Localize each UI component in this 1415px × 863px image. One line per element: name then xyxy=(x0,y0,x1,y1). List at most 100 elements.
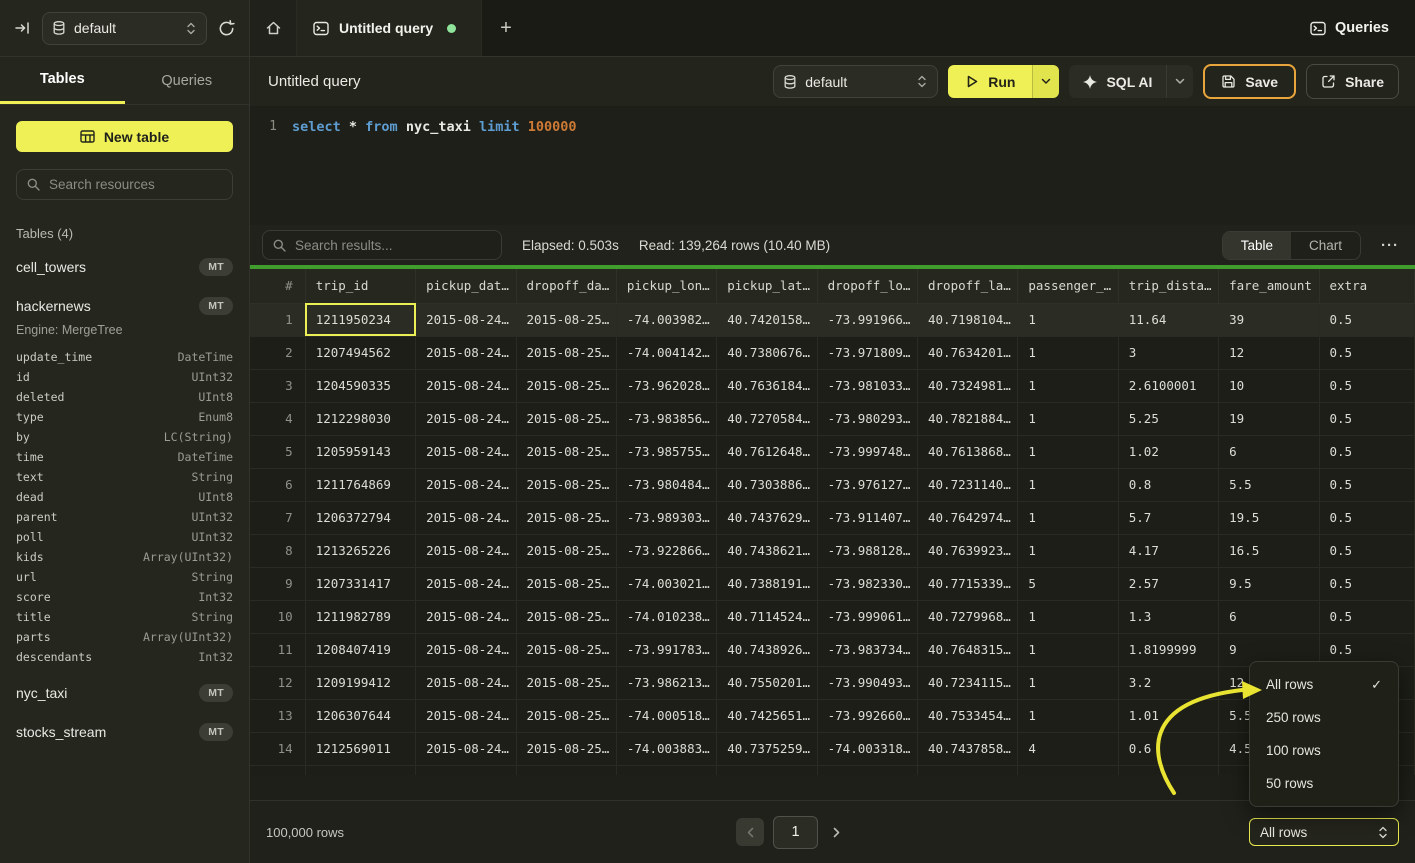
table-cell[interactable]: 5.25 xyxy=(1118,402,1220,436)
table-cell[interactable]: 40.7114524… xyxy=(716,600,818,634)
table-cell[interactable]: -74.003021… xyxy=(616,567,718,601)
table-cell[interactable]: -73.991966… xyxy=(817,303,919,337)
table-cell[interactable]: 1212743240 xyxy=(305,765,417,775)
table-cell[interactable]: 4 xyxy=(1017,732,1119,766)
table-cell[interactable]: -73.983734… xyxy=(817,633,919,667)
table-cell[interactable]: 5.5 xyxy=(1218,468,1320,502)
table-cell[interactable]: 1 xyxy=(1017,600,1119,634)
table-cell[interactable]: 1209199412 xyxy=(305,666,417,700)
table-cell[interactable]: 40.7231140… xyxy=(917,468,1019,502)
table-cell[interactable]: -73.990493… xyxy=(817,666,919,700)
table-cell[interactable]: 0.5 xyxy=(1319,534,1415,568)
table-cell[interactable]: 1207494562 xyxy=(305,336,417,370)
table-cell[interactable]: 40.7683105… xyxy=(716,765,818,775)
table-cell[interactable]: 2015-08-24… xyxy=(415,303,517,337)
table-cell[interactable]: 1 xyxy=(1017,336,1119,370)
table-cell[interactable]: 40.7438926… xyxy=(716,633,818,667)
table-cell[interactable]: 2015-08-25… xyxy=(516,765,617,775)
table-cell[interactable]: 0.5 xyxy=(1319,402,1415,436)
table-cell[interactable]: 40.7715339… xyxy=(917,567,1019,601)
table-cell[interactable]: 1205959143 xyxy=(305,435,417,469)
table-cell[interactable]: 2015-08-25… xyxy=(516,336,617,370)
table-cell[interactable]: 19.5 xyxy=(1218,501,1320,535)
table-cell[interactable]: 40.7821884… xyxy=(917,402,1019,436)
column-header-trip_id[interactable]: trip_id xyxy=(305,269,417,304)
table-cell[interactable]: -73.971809… xyxy=(817,336,919,370)
results-search-input[interactable]: Search results... xyxy=(262,230,502,260)
table-cell[interactable]: 40.7270584… xyxy=(716,402,818,436)
table-cell[interactable]: 2015-08-25… xyxy=(516,501,617,535)
sql-ai-options-button[interactable] xyxy=(1166,65,1193,98)
table-cell[interactable]: 1 xyxy=(1017,402,1119,436)
table-cell[interactable]: 1 xyxy=(1017,303,1119,337)
table-cell[interactable]: 40.7380676… xyxy=(716,336,818,370)
column-header-dropoff_lo[interactable]: dropoff_lo… xyxy=(817,269,919,304)
run-options-button[interactable] xyxy=(1032,65,1060,98)
sql-editor[interactable]: 1 select * from nyc_taxi limit 100000 xyxy=(250,106,1415,225)
column-header-row-number[interactable]: # xyxy=(250,269,306,304)
table-cell[interactable]: -73.922866… xyxy=(616,534,718,568)
more-options-button[interactable]: ··· xyxy=(1381,236,1399,254)
table-cell[interactable]: -73.947036… xyxy=(817,765,919,775)
table-cell[interactable]: -74.003318… xyxy=(817,732,919,766)
page-size-option[interactable]: 100 rows xyxy=(1266,743,1321,758)
save-button[interactable]: Save xyxy=(1203,64,1297,99)
table-cell[interactable]: 0.5 xyxy=(1319,336,1415,370)
table-cell[interactable]: 40.7718086… xyxy=(917,765,1019,775)
view-toggle-chart[interactable]: Chart xyxy=(1308,237,1342,253)
table-cell[interactable]: 3.2 xyxy=(1118,666,1220,700)
table-cell[interactable]: 1204590335 xyxy=(305,369,417,403)
table-cell[interactable]: 2015-08-25… xyxy=(516,534,617,568)
table-cell[interactable]: 2015-08-25… xyxy=(516,369,617,403)
table-cell[interactable]: 4.17 xyxy=(1118,534,1220,568)
table-cell[interactable]: 5.7 xyxy=(1118,501,1220,535)
table-cell[interactable]: 2015-08-25… xyxy=(516,666,617,700)
table-cell[interactable]: 1 xyxy=(1017,468,1119,502)
table-cell[interactable]: 0.5 xyxy=(1319,501,1415,535)
table-cell[interactable]: 2015-08-25… xyxy=(516,435,617,469)
table-cell[interactable]: 1206372794 xyxy=(305,501,417,535)
table-cell[interactable]: 1208407419 xyxy=(305,633,417,667)
table-cell[interactable]: -73.999748… xyxy=(817,435,919,469)
table-cell[interactable]: 2015-08-24… xyxy=(415,369,517,403)
query-database-selector[interactable]: default xyxy=(773,65,939,98)
table-cell[interactable]: 1 xyxy=(1017,765,1119,775)
table-cell[interactable]: 2015-08-24… xyxy=(415,336,517,370)
table-cell[interactable]: 3 xyxy=(1118,336,1220,370)
table-cell[interactable]: 40.7324981… xyxy=(917,369,1019,403)
new-tab-button[interactable]: + xyxy=(500,16,512,39)
column-header-trip_dista[interactable]: trip_dista… xyxy=(1118,269,1220,304)
table-cell[interactable]: 0.5 xyxy=(1319,303,1415,337)
table-cell[interactable]: 40.7198104… xyxy=(917,303,1019,337)
table-cell[interactable]: 2015-08-24… xyxy=(415,699,517,733)
table-cell[interactable]: 40.7303886… xyxy=(716,468,818,502)
collapse-sidebar-icon[interactable] xyxy=(14,20,31,36)
column-header-passenger_[interactable]: passenger_… xyxy=(1017,269,1119,304)
table-cell[interactable]: 40.7437858… xyxy=(917,732,1019,766)
table-cell[interactable]: 40.7550201… xyxy=(716,666,818,700)
table-cell[interactable]: -73.983856… xyxy=(616,402,718,436)
queries-button[interactable]: Queries xyxy=(1310,0,1389,56)
table-cell[interactable]: 0.5 xyxy=(1319,633,1415,667)
column-header-pickup_dat[interactable]: pickup_dat… xyxy=(415,269,517,304)
table-cell[interactable]: 2015-08-25… xyxy=(516,600,617,634)
table-cell[interactable]: 5 xyxy=(1017,567,1119,601)
sidebar-table-item[interactable]: cell_towers MT xyxy=(16,254,233,280)
sidebar-table-item[interactable]: hackernews MT xyxy=(16,293,233,319)
table-cell[interactable]: 40.7388191… xyxy=(716,567,818,601)
home-button[interactable] xyxy=(250,0,297,56)
table-cell[interactable]: -74.003982… xyxy=(616,303,718,337)
table-cell[interactable]: 1213265226 xyxy=(305,534,417,568)
table-cell[interactable]: 2015-08-25… xyxy=(516,633,617,667)
table-cell[interactable]: 2015-08-25… xyxy=(516,732,617,766)
current-page-button[interactable]: 1 xyxy=(773,815,818,849)
refresh-icon[interactable] xyxy=(218,19,235,37)
table-cell[interactable]: 1.7 xyxy=(1118,765,1220,775)
table-cell[interactable]: 2015-08-24… xyxy=(415,600,517,634)
table-cell[interactable]: 40.7425651… xyxy=(716,699,818,733)
table-cell[interactable]: 1206307644 xyxy=(305,699,417,733)
table-cell[interactable]: -73.991783… xyxy=(616,633,718,667)
table-cell[interactable]: 2015-08-24… xyxy=(415,567,517,601)
table-cell[interactable]: 0.5 xyxy=(1319,567,1415,601)
table-cell[interactable]: -73.989303… xyxy=(616,501,718,535)
